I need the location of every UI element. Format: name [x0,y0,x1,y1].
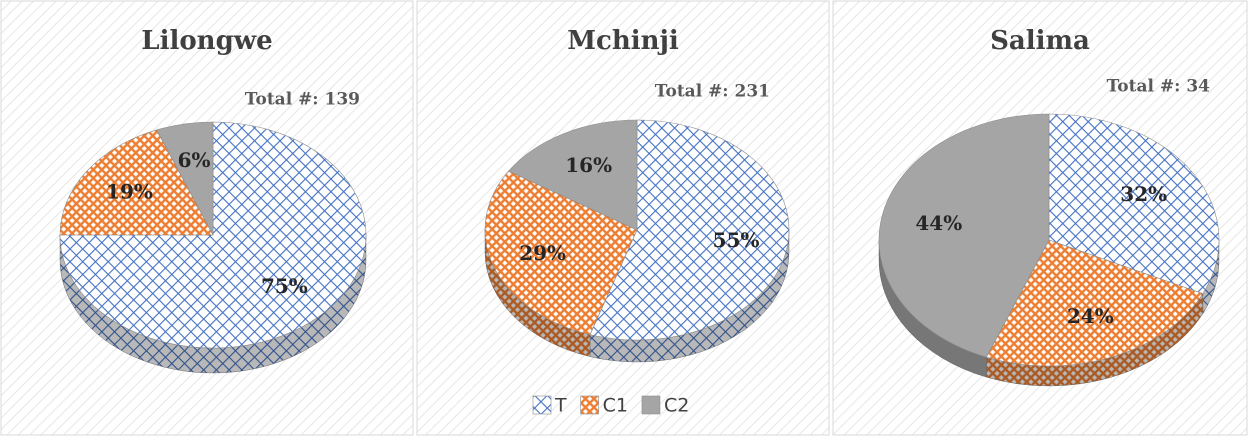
slice-side-shade [60,235,366,373]
pie-slice [484,170,638,335]
value-label: 16% [565,153,612,177]
annotation: Total #: 231 [655,82,770,102]
legend-swatch [580,395,599,415]
pie-slice [156,121,214,236]
pie-slice [1048,113,1220,295]
chart-title: Lilongwe [141,26,272,56]
annotation: Total #: 34 [1107,77,1211,97]
value-label: 55% [713,228,760,252]
value-label: 29% [519,241,566,265]
pie-slice [59,129,214,236]
value-label: 24% [1067,304,1114,328]
slice-side-shade [590,230,789,362]
chart-title: Salima [990,26,1090,56]
pie-slice [59,121,367,349]
slice-side-shade [879,240,987,378]
slice-side-shade [986,293,1203,386]
pie-slice [589,119,790,341]
legend-swatch [532,395,552,415]
value-label: 19% [106,180,153,204]
slice-side-shade [485,230,591,357]
value-label: 32% [1120,182,1167,206]
legend-label: T [554,395,567,417]
value-label: 44% [915,211,962,235]
annotation: Total #: 139 [245,90,360,110]
pie-slice [878,113,1050,358]
legend-label: C2 [664,395,689,417]
pie-slice [985,239,1204,367]
legend-swatch [641,395,661,415]
value-label: 6% [178,148,211,172]
legend-label: C1 [603,395,628,417]
chart-title: Mchinji [567,26,679,56]
value-label: 75% [261,274,308,298]
pie-slice [508,119,638,231]
slice-side-shade [1202,240,1219,314]
